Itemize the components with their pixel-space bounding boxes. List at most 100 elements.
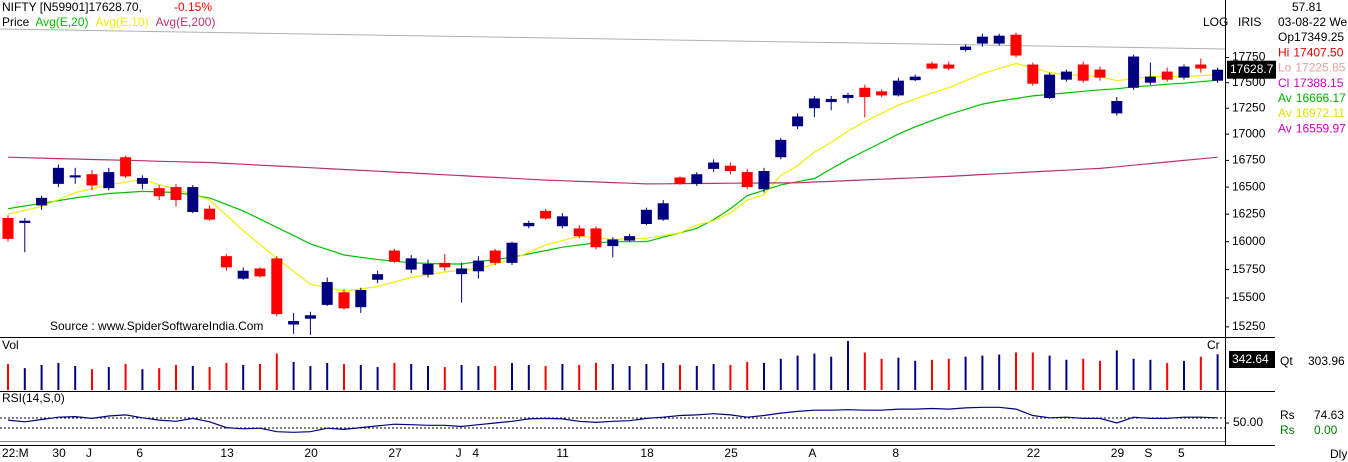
- volume-bar: [1015, 352, 1017, 390]
- volume-bar: [343, 363, 345, 390]
- volume-bar: [443, 367, 446, 390]
- volume-bar: [578, 365, 581, 390]
- info-label: Av: [1278, 106, 1292, 120]
- candle-body: [237, 270, 249, 279]
- candle-body: [943, 64, 955, 69]
- candle-body: [220, 256, 232, 268]
- candle-body: [405, 258, 417, 270]
- candle-body: [691, 174, 703, 184]
- volume-bar: [57, 362, 60, 390]
- volume-bar: [746, 361, 749, 390]
- info-number: 17349.25: [1294, 30, 1344, 44]
- info-number: 17407.50: [1293, 45, 1343, 59]
- volume-bar: [74, 366, 77, 390]
- candle-body: [607, 239, 619, 247]
- volume-bar: [1099, 360, 1101, 390]
- candle-body: [892, 80, 904, 96]
- y-tick-label: 17000: [1232, 126, 1266, 140]
- info-number: 16559.97: [1296, 121, 1346, 135]
- volume-bar: [544, 366, 547, 390]
- candle-body: [724, 165, 736, 172]
- candle-body: [456, 268, 468, 275]
- x-tick-label: 22: [1027, 446, 1041, 460]
- candle-body: [1027, 64, 1039, 84]
- candle-body: [926, 63, 938, 69]
- candle-body: [976, 36, 988, 44]
- candle-body: [657, 203, 669, 220]
- info-date: 03-08-22 We: [1278, 15, 1347, 29]
- volume-bar: [376, 367, 379, 390]
- scale-label: LOG: [1203, 15, 1228, 29]
- volume-bar: [527, 365, 530, 390]
- volume-bar: [847, 341, 849, 390]
- volume-bar: [191, 366, 194, 390]
- candle-body: [640, 209, 652, 225]
- candle-body: [86, 174, 98, 186]
- volume-bar: [628, 366, 631, 390]
- volume-bar: [595, 362, 597, 390]
- last-price: 17628.7: [1230, 62, 1274, 76]
- panel-title: Vol: [2, 338, 19, 352]
- annotation: Source : www.SpiderSoftwareIndia.Com: [50, 319, 263, 333]
- info-number: 17225.85: [1295, 61, 1345, 75]
- x-tick-label: J: [86, 446, 92, 460]
- volume-bar: [931, 359, 933, 390]
- candle-body: [254, 268, 266, 277]
- candle-body: [187, 187, 199, 212]
- volume-bar: [309, 366, 312, 390]
- candle-body: [758, 171, 770, 190]
- volume-bar: [175, 365, 177, 390]
- x-tick-label: 4: [472, 446, 479, 460]
- candle-body: [1212, 69, 1224, 81]
- chart-title: NIFTY [N59901]17628.70,: [2, 0, 142, 14]
- candle-body: [472, 260, 484, 272]
- candle-body: [1077, 64, 1089, 81]
- candle-body: [1094, 69, 1106, 78]
- candle-body: [338, 292, 350, 309]
- y-tick-label: 16000: [1232, 234, 1266, 248]
- readout-value: 0.00: [1314, 423, 1338, 437]
- candle-body: [19, 220, 31, 223]
- volume-bar: [1166, 362, 1169, 390]
- volume-bar: [359, 365, 362, 390]
- volume-bar: [124, 363, 127, 390]
- volume-bar: [1132, 358, 1135, 390]
- candle-body: [708, 162, 720, 169]
- change: -0.15%: [174, 0, 212, 14]
- volume-bar: [326, 362, 329, 390]
- volume-bar: [897, 357, 900, 390]
- volume-bar: [1031, 352, 1034, 390]
- candle-body: [2, 217, 14, 239]
- candle-body: [489, 250, 501, 263]
- y-tick-label: 15500: [1232, 290, 1266, 304]
- volume-bar: [880, 358, 883, 390]
- volume-bar: [830, 356, 833, 390]
- candle-body: [439, 262, 451, 268]
- candle-body: [1178, 66, 1190, 78]
- candle-body: [775, 139, 787, 158]
- x-tick-label: 6: [136, 446, 143, 460]
- volume-bar: [645, 363, 648, 390]
- volume-bar: [813, 353, 816, 390]
- candle-body: [523, 222, 535, 227]
- volume-bar: [561, 363, 564, 390]
- candle-body: [556, 216, 568, 227]
- info-number: 17388.15: [1293, 76, 1343, 90]
- volume-bar: [427, 366, 429, 390]
- volume-bar: [225, 362, 228, 390]
- candle-body: [388, 250, 400, 262]
- candle-body: [304, 315, 316, 319]
- candle-body: [540, 210, 552, 219]
- x-tick-label: 5: [1178, 446, 1185, 460]
- y-tick-label: 50.00: [1233, 415, 1263, 429]
- volume-bar: [477, 366, 480, 390]
- y-tick-label: 16750: [1232, 153, 1266, 167]
- candle-body: [808, 98, 820, 109]
- candle-body: [876, 91, 888, 96]
- candle-body: [136, 177, 148, 184]
- x-tick-label: 25: [724, 446, 738, 460]
- volume-bar: [914, 360, 917, 390]
- volume-bar: [729, 365, 732, 390]
